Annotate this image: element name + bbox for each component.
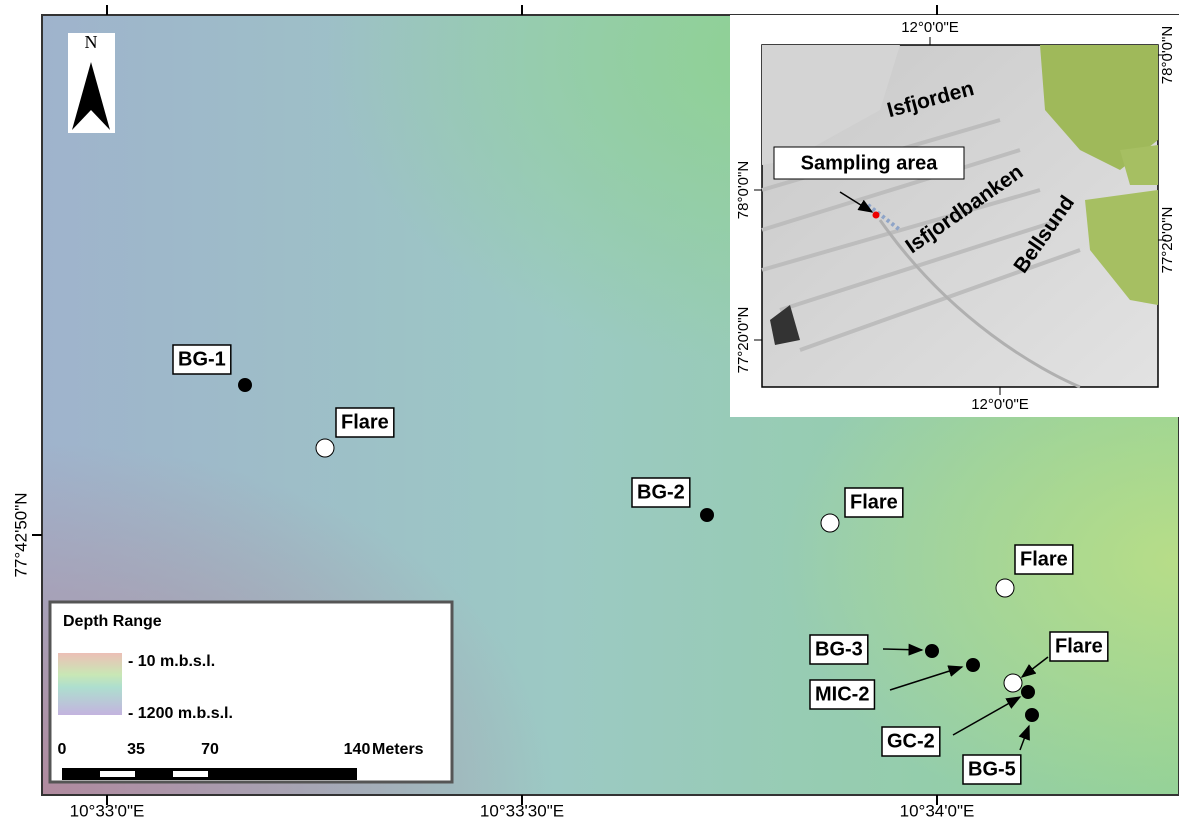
flare-marker (821, 514, 839, 532)
point-label: Flare (1055, 635, 1103, 657)
map: N Depth Range - 10 m.b.s.l. - 1200 m.b.s… (0, 0, 1179, 822)
sample-marker (239, 379, 252, 392)
sample-marker (967, 659, 980, 672)
point-label: MIC-2 (815, 683, 869, 705)
point-label: Flare (341, 411, 389, 433)
leader-arrow (883, 649, 922, 650)
inset-lat-label: 78°0'0"N (1159, 26, 1176, 84)
sample-marker (1026, 709, 1039, 722)
sample-marker (926, 645, 939, 658)
scale-unit: Meters (372, 741, 424, 758)
latitude-label: 77°42'50"N (11, 492, 30, 577)
legend-title: Depth Range (63, 613, 162, 630)
scale-tick-label: 140 (344, 741, 371, 758)
scale-tick-label: 0 (58, 741, 67, 758)
scale-tick-label: 35 (127, 741, 145, 758)
legend-low: - 1200 m.b.s.l. (128, 705, 233, 722)
point-label: BG-1 (178, 348, 226, 370)
point-label: GC-2 (887, 730, 935, 752)
point-label: BG-5 (968, 758, 1016, 780)
legend-high: - 10 m.b.s.l. (128, 653, 215, 670)
inset-lat-label: 78°0'0"N (735, 161, 752, 219)
longitude-label: 10°33'30"E (480, 801, 564, 820)
inset-lon-label: 12°0'0"E (971, 396, 1029, 413)
flare-marker (996, 579, 1014, 597)
point-label: BG-2 (637, 481, 685, 503)
inset-lat-label: 77°20'0"N (1159, 207, 1176, 274)
flare-marker (1004, 674, 1022, 692)
longitude-label: 10°34'0"E (900, 801, 975, 820)
north-arrow: N (68, 32, 115, 133)
place-label: Sampling area (801, 152, 939, 174)
inset-lon-label: 12°0'0"E (901, 19, 959, 36)
point-label: Flare (1020, 548, 1068, 570)
scale-tick-label: 70 (201, 741, 219, 758)
point-label: BG-3 (815, 638, 863, 660)
sample-marker (701, 509, 714, 522)
point-label: Flare (850, 491, 898, 513)
scale-bar (62, 768, 357, 780)
sample-marker (1022, 686, 1035, 699)
flare-marker (316, 439, 334, 457)
inset-lat-label: 77°20'0"N (735, 307, 752, 374)
north-label: N (85, 32, 98, 52)
longitude-label: 10°33'0"E (70, 801, 145, 820)
